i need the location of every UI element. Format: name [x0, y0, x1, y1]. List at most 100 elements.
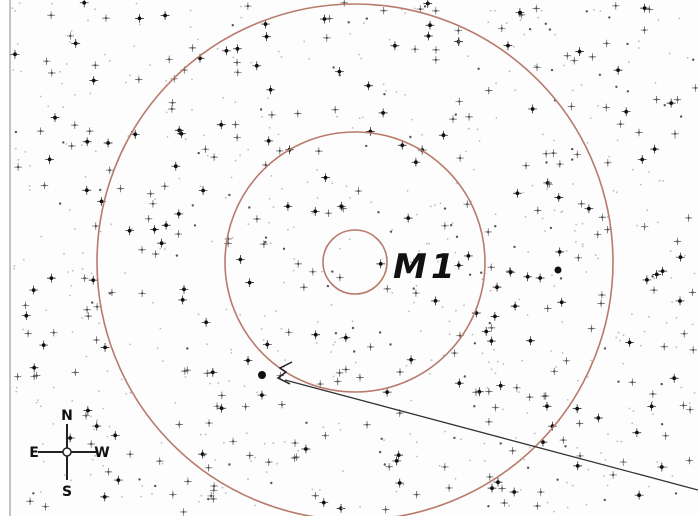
star-spike [92, 222, 100, 230]
star [14, 130, 18, 134]
star [620, 440, 623, 443]
star [494, 225, 497, 228]
star-spike [168, 99, 177, 107]
star [94, 150, 97, 153]
star [14, 10, 16, 12]
star [476, 128, 479, 131]
star-spike [485, 387, 493, 396]
star [499, 442, 502, 445]
star-spike [278, 400, 286, 409]
star-spike [584, 204, 594, 214]
star-spike [487, 483, 497, 493]
star [587, 376, 589, 378]
star-spike [366, 343, 375, 351]
star-spike [236, 255, 245, 264]
star [622, 462, 624, 464]
star-spike [179, 284, 189, 294]
star-spike [671, 130, 679, 138]
star-spike [680, 330, 688, 338]
star [81, 144, 83, 147]
star [652, 413, 654, 415]
star-spike [88, 275, 98, 285]
star-spike [29, 363, 39, 373]
star [63, 474, 66, 476]
star-spike [609, 471, 617, 479]
star-spike [138, 289, 146, 298]
star-spike [291, 439, 299, 447]
star [526, 314, 529, 316]
bright-star [258, 371, 266, 379]
star [573, 229, 576, 232]
star [264, 236, 268, 239]
star [545, 161, 548, 164]
star-spike [411, 157, 421, 167]
star [429, 205, 432, 208]
star-spike [323, 34, 331, 42]
star-spike [597, 299, 605, 308]
star-spike [30, 372, 38, 381]
star-spike [24, 329, 32, 338]
star [140, 495, 142, 498]
star-spike [262, 340, 272, 349]
star-spike [253, 215, 261, 223]
star-spike [91, 61, 99, 69]
star [603, 475, 605, 477]
star [42, 460, 45, 463]
star [556, 478, 559, 481]
star [502, 363, 505, 365]
star-spike [156, 457, 164, 465]
inner-circle [322, 229, 388, 295]
star [40, 491, 42, 494]
star [207, 497, 210, 501]
star-spike [445, 484, 453, 492]
star [489, 9, 492, 12]
star [22, 328, 25, 331]
star-spike [637, 155, 647, 164]
star-spike [390, 41, 400, 51]
star [125, 393, 128, 395]
star [341, 507, 344, 510]
star [16, 43, 19, 45]
star [585, 271, 588, 273]
star-spike [493, 477, 503, 487]
star [523, 33, 526, 36]
star-spike [268, 111, 276, 119]
star [448, 333, 451, 336]
star [277, 133, 280, 136]
star [389, 343, 392, 346]
star [546, 188, 548, 191]
star [553, 510, 556, 513]
star-spike [455, 37, 463, 46]
star-spike [321, 431, 330, 440]
star-spike [201, 317, 211, 327]
star [382, 83, 385, 86]
star [270, 175, 273, 177]
star-spike [294, 260, 302, 268]
star-spike [93, 303, 101, 311]
star [17, 158, 20, 161]
star [165, 80, 168, 82]
star [129, 343, 132, 346]
star [443, 207, 447, 210]
star [338, 74, 341, 77]
star-spike [649, 390, 657, 398]
star [247, 148, 250, 151]
star [353, 350, 356, 353]
star [637, 40, 640, 43]
star [98, 322, 101, 325]
star [501, 408, 504, 411]
star [617, 380, 620, 383]
star [230, 351, 233, 354]
star [589, 117, 592, 119]
star [206, 154, 209, 157]
star [428, 372, 431, 375]
star-spike [83, 306, 91, 314]
star-spike [246, 451, 254, 460]
star [348, 238, 351, 241]
star [534, 64, 536, 67]
star [408, 310, 410, 313]
star [332, 66, 335, 69]
star-spike [455, 97, 463, 106]
star-spike [658, 266, 668, 276]
star [51, 2, 53, 5]
